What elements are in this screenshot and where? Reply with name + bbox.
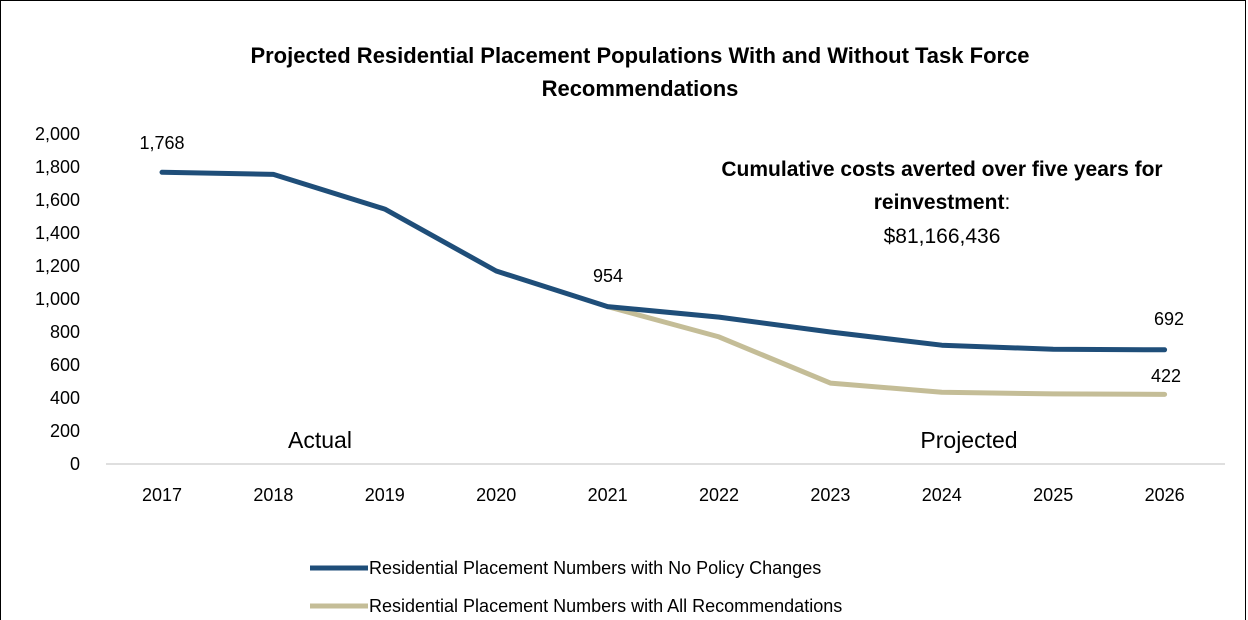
series-lines <box>159 169 1168 397</box>
y-tick-label: 1,000 <box>35 289 80 309</box>
data-label-2017: 1,768 <box>139 133 184 153</box>
x-tick-label: 2023 <box>810 485 850 505</box>
x-tick-label: 2017 <box>142 485 182 505</box>
y-tick-label: 800 <box>50 322 80 342</box>
legend-label-recommendations: Residential Placement Numbers with All R… <box>369 596 842 616</box>
y-tick-label: 1,200 <box>35 256 80 276</box>
y-tick-label: 0 <box>70 454 80 474</box>
annotation-amount: $81,166,436 <box>884 225 1001 248</box>
x-tick-label: 2022 <box>699 485 739 505</box>
x-tick-label: 2019 <box>365 485 405 505</box>
region-label-actual: Actual <box>288 427 352 453</box>
region-label-projected: Projected <box>920 427 1017 453</box>
x-tick-label: 2018 <box>253 485 293 505</box>
data-label-2026-no-policy: 692 <box>1154 309 1184 329</box>
series-line-no-policy <box>159 169 1168 353</box>
x-tick-label: 2026 <box>1145 485 1185 505</box>
annotation-colon: : <box>1004 191 1010 214</box>
series-line-recommendations <box>605 304 1168 397</box>
annotation-line1: Cumulative costs averted over five years… <box>721 158 1162 181</box>
annotation-bold-word: reinvestment <box>874 191 1005 214</box>
y-tick-label: 1,800 <box>35 157 80 177</box>
data-label-2026-recommendations: 422 <box>1151 366 1181 386</box>
y-tick-label: 200 <box>50 421 80 441</box>
y-tick-label: 2,000 <box>35 124 80 144</box>
x-axis-ticks: 2017 2018 2019 2020 2021 2022 2023 2024 2025 2026 <box>142 485 1185 505</box>
chart-title-line2: Recommendations <box>542 76 739 101</box>
y-tick-label: 1,600 <box>35 190 80 210</box>
y-tick-label: 1,400 <box>35 223 80 243</box>
y-tick-label: 400 <box>50 388 80 408</box>
x-tick-label: 2025 <box>1033 485 1073 505</box>
x-tick-label: 2024 <box>922 485 962 505</box>
chart-title-line1: Projected Residential Placement Populati… <box>250 43 1029 68</box>
y-tick-label: 600 <box>50 355 80 375</box>
y-axis-ticks: 0 200 400 600 800 1,000 1,200 1,400 1,600 1,800 2,… <box>35 124 80 474</box>
x-tick-label: 2020 <box>476 485 516 505</box>
annotation-line2: reinvestment: <box>874 191 1011 214</box>
legend: Residential Placement Numbers with No Po… <box>310 558 842 616</box>
legend-label-no-policy: Residential Placement Numbers with No Po… <box>369 558 821 578</box>
x-tick-label: 2021 <box>588 485 628 505</box>
data-label-2021: 954 <box>593 266 623 286</box>
